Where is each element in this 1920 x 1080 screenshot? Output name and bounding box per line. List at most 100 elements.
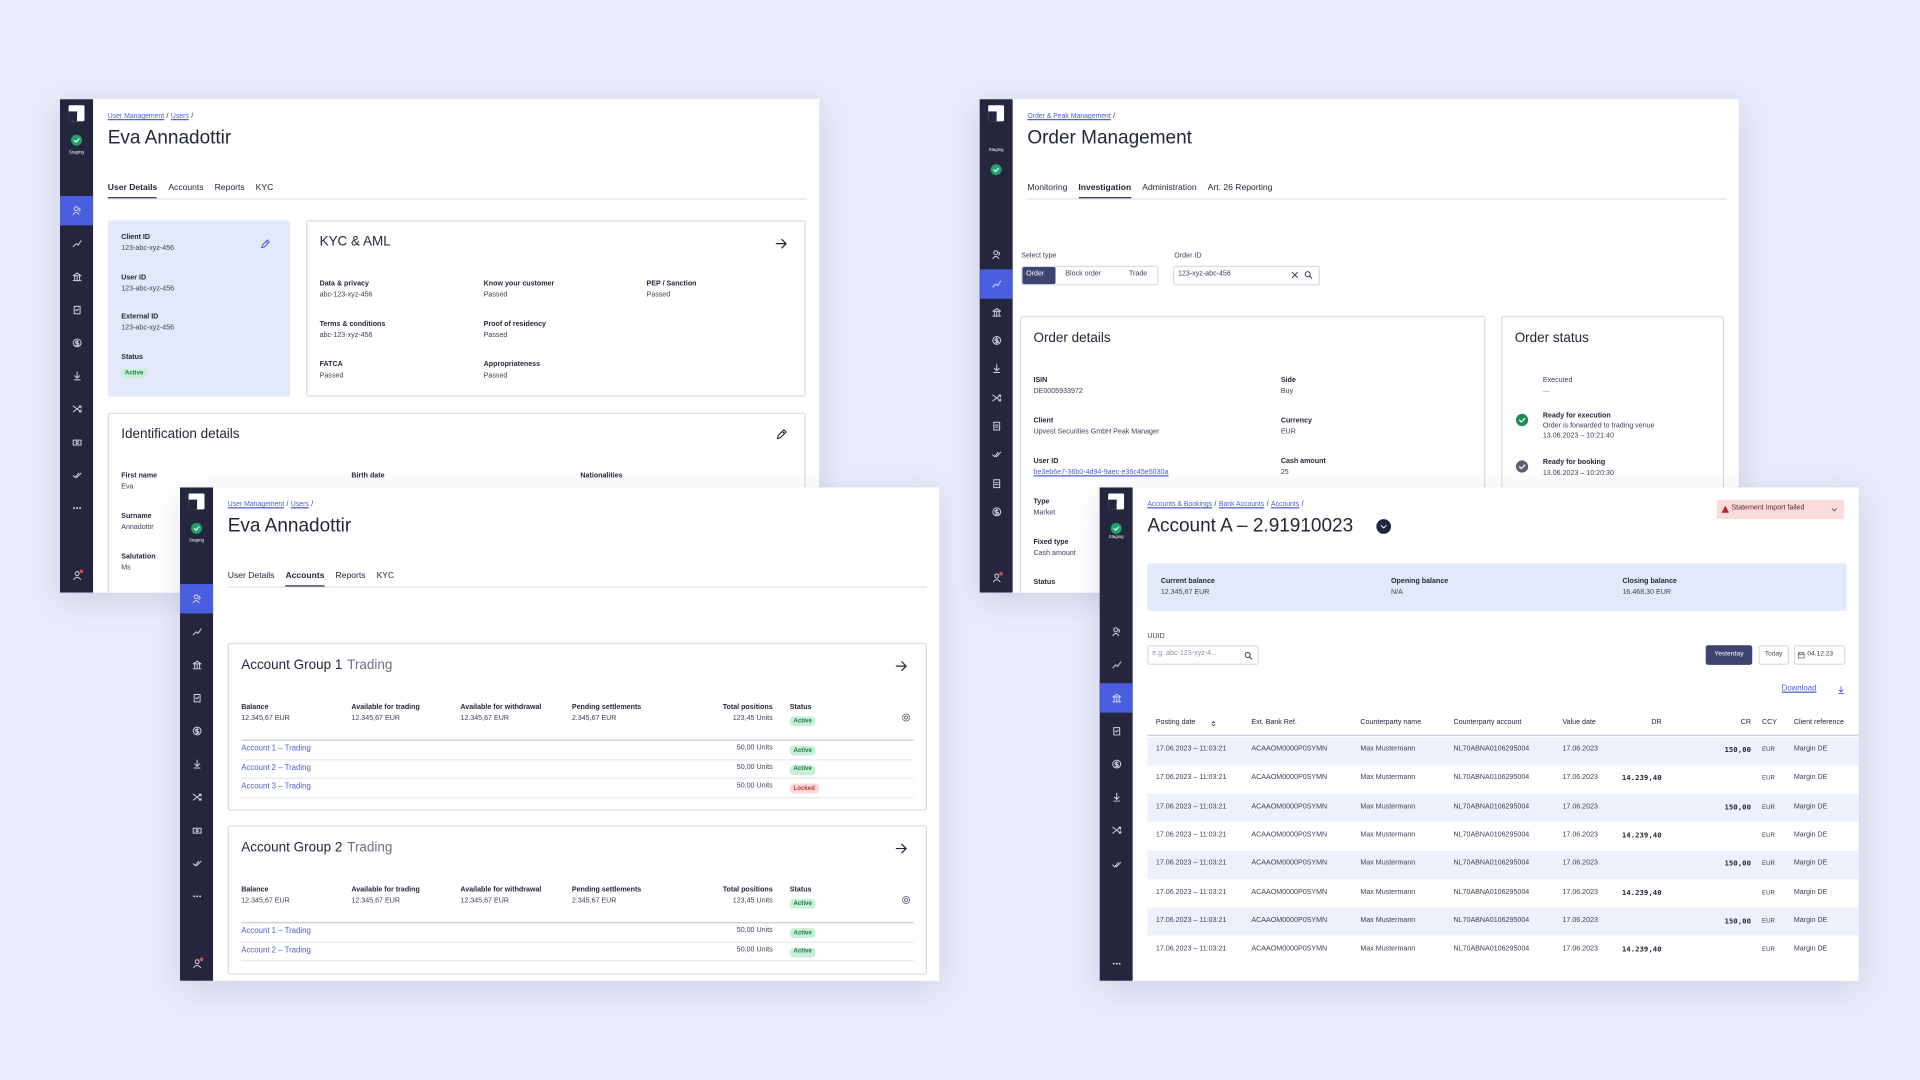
nav-icon[interactable] [1111, 959, 1121, 969]
table-cell: Margin DE [1793, 774, 1828, 782]
account-status: Active [789, 745, 816, 756]
nav-icon[interactable] [991, 279, 1001, 289]
account-positions: 50,00 Units [736, 763, 773, 771]
nav-icon[interactable] [192, 627, 202, 637]
account-link[interactable]: Account 1 – Trading [241, 744, 311, 753]
account-link[interactable]: Account 2 – Trading [241, 945, 311, 955]
tab[interactable]: Reports [335, 571, 366, 581]
tab[interactable]: Reports [214, 183, 245, 193]
nav-icon[interactable] [1111, 726, 1121, 736]
nav-icon[interactable] [72, 503, 82, 513]
tab[interactable]: KYC [376, 571, 395, 581]
nav-icon[interactable] [991, 336, 1001, 346]
field-value: Buy [1280, 388, 1294, 396]
row-divider [241, 960, 914, 961]
tab[interactable]: Art. 26 Reporting [1207, 183, 1273, 193]
status-check [993, 167, 1000, 172]
nav-icon[interactable] [72, 206, 82, 216]
nav-icon[interactable] [192, 693, 202, 703]
environment-label: Staging [69, 149, 85, 155]
nav-icon[interactable] [991, 507, 1001, 517]
tab[interactable]: User Details [227, 571, 275, 581]
field-value: Cash amount [1033, 549, 1076, 558]
breadcrumb-link[interactable]: Users [290, 501, 309, 509]
nav-icon[interactable] [991, 307, 1001, 317]
nav-icon[interactable] [991, 479, 1001, 489]
card [227, 642, 927, 811]
nav-icon[interactable] [192, 759, 202, 769]
tab[interactable]: KYC [255, 183, 274, 193]
segment-option[interactable]: Block order [1065, 270, 1102, 279]
table-cell: 17.06.2023 [1562, 745, 1598, 754]
date-filter-label[interactable]: Today [1764, 650, 1783, 658]
tab[interactable]: Monitoring [1027, 183, 1068, 193]
logo-cut [1116, 503, 1121, 510]
breadcrumb-link[interactable]: Bank Accounts [1218, 501, 1265, 509]
nav-icon[interactable] [72, 470, 82, 480]
search-icon [1304, 271, 1313, 279]
input-placeholder[interactable]: e.g. abc-123-xyz-4... [1152, 650, 1217, 658]
nav-icon[interactable] [1111, 825, 1121, 835]
date-filter-label[interactable]: Yesterday [1714, 650, 1744, 658]
breadcrumb-link[interactable]: Accounts [1271, 501, 1300, 509]
settings-icon [902, 895, 911, 905]
tab[interactable]: Accounts [168, 183, 204, 193]
field-value: Eva [121, 483, 134, 492]
field-value[interactable]: be3eb6e7-36b0-4d94-9aec-e36c45e5030a [1033, 469, 1169, 477]
nav-icon[interactable] [192, 891, 202, 901]
nav-icon[interactable] [991, 364, 1001, 374]
nav-icon[interactable] [991, 421, 1001, 431]
nav-icon[interactable] [192, 825, 202, 835]
nav-icon[interactable] [1111, 693, 1121, 703]
nav-icon[interactable] [72, 371, 82, 381]
breadcrumb-link[interactable]: User Management [107, 112, 165, 121]
segment-option[interactable]: Order [1026, 270, 1045, 279]
table-cell: 17.06.2023 [1562, 945, 1598, 953]
tab[interactable]: Administration [1142, 183, 1197, 193]
nav-icon[interactable] [72, 239, 82, 249]
input-value[interactable]: 123-xyz-abc-456 [1177, 270, 1231, 279]
edit-icon [261, 239, 270, 249]
nav-icon[interactable] [192, 858, 202, 868]
breadcrumb-link[interactable]: Accounts & Bookings [1147, 501, 1213, 509]
download-link[interactable]: Download [1781, 684, 1817, 693]
account-link[interactable]: Account 2 – Trading [241, 763, 311, 772]
nav-icon[interactable] [991, 449, 1001, 459]
table-cell: Max Mustermann [1360, 745, 1416, 754]
tab-bar: User Details Accounts Reports KYC [228, 572, 394, 587]
nav-icon[interactable] [72, 305, 82, 315]
row-divider [241, 922, 914, 923]
nav-icon[interactable] [192, 660, 202, 670]
logo-cut [68, 111, 78, 122]
nav-icon[interactable] [192, 726, 202, 736]
nav-icon[interactable] [72, 272, 82, 282]
nav-icon[interactable] [72, 437, 82, 447]
nav-icon[interactable] [1111, 860, 1121, 870]
breadcrumb-link[interactable]: User Management [227, 501, 285, 509]
summary-value: 12.345,67 EUR [351, 897, 400, 906]
nav-icon[interactable] [1111, 792, 1121, 802]
open-arrow [775, 238, 787, 249]
date-filter-label[interactable]: 04.12.23 [1807, 650, 1834, 658]
nav-icon[interactable] [1111, 660, 1121, 670]
nav-icon[interactable] [72, 404, 82, 414]
nav-icon[interactable] [991, 393, 1001, 403]
segment-option[interactable]: Trade [1128, 270, 1148, 279]
nav-icon[interactable] [991, 250, 1001, 260]
nav-icon[interactable] [192, 792, 202, 802]
table-cell: 17.06.2023 [1562, 802, 1598, 811]
breadcrumb-link[interactable]: Order & Peak Management [1027, 112, 1111, 121]
row-divider [241, 739, 914, 741]
download-icon [1838, 685, 1845, 694]
breadcrumb-link[interactable]: Users [170, 112, 189, 121]
column-label: Available for withdrawal [460, 886, 542, 895]
tab[interactable]: User Details [107, 184, 158, 199]
nav-icon[interactable] [1111, 627, 1121, 637]
tab[interactable]: Investigation [1078, 184, 1132, 199]
nav-icon[interactable] [192, 594, 202, 604]
nav-icon[interactable] [1111, 759, 1121, 769]
account-link[interactable]: Account 1 – Trading [241, 926, 311, 936]
tab[interactable]: Accounts [285, 572, 325, 587]
account-link[interactable]: Account 3 – Trading [241, 782, 311, 791]
nav-icon[interactable] [72, 338, 82, 348]
